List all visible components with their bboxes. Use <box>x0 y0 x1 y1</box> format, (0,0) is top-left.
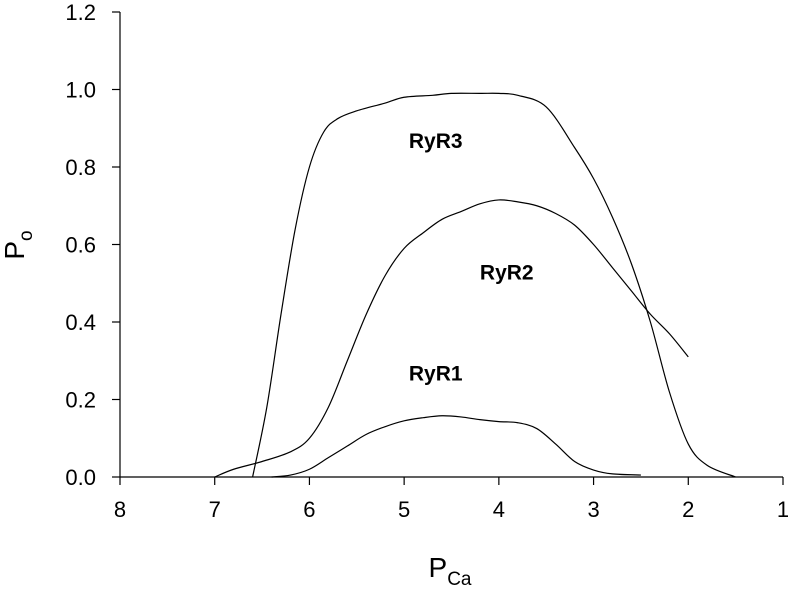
x-tick-label: 2 <box>682 497 694 522</box>
series-annotations: RyR3 RyR2 RyR1 <box>409 130 534 386</box>
series-curves <box>214 92 736 478</box>
y-tick-label: 0.0 <box>65 465 96 490</box>
series-line-ryr3 <box>252 92 736 478</box>
y-tick-label: 1.0 <box>65 78 96 103</box>
y-axis-title-sub: o <box>16 230 37 241</box>
x-tick-label: 7 <box>209 497 221 522</box>
y-axis-title-main: P <box>0 241 30 260</box>
x-axis-title-main: P <box>429 552 448 583</box>
annotation-ryr2: RyR2 <box>480 262 534 285</box>
x-tick-label: 8 <box>114 497 126 522</box>
x-axis-ticks: 8 7 6 5 4 3 2 1 <box>114 477 788 522</box>
y-tick-label: 0.4 <box>65 310 96 335</box>
x-tick-label: 1 <box>777 497 788 522</box>
y-tick-label: 1.2 <box>65 0 96 25</box>
y-axis-ticks: 0.0 0.2 0.4 0.6 0.8 1.0 1.2 <box>65 0 120 490</box>
series-line-ryr1 <box>271 415 641 478</box>
y-tick-label: 0.2 <box>65 388 96 413</box>
x-tick-label: 4 <box>493 497 505 522</box>
y-tick-label: 0.6 <box>65 233 96 258</box>
x-axis-title: PCa <box>429 552 472 590</box>
x-tick-label: 3 <box>587 497 599 522</box>
annotation-ryr1: RyR1 <box>409 362 463 385</box>
x-tick-label: 6 <box>303 497 315 522</box>
annotation-ryr3: RyR3 <box>409 130 463 153</box>
axes <box>119 12 783 478</box>
series-line-ryr2 <box>214 199 689 478</box>
y-tick-label: 0.8 <box>65 155 96 180</box>
x-axis-title-sub: Ca <box>447 569 472 590</box>
y-axis-title: Po <box>0 230 37 259</box>
x-tick-label: 5 <box>398 497 410 522</box>
